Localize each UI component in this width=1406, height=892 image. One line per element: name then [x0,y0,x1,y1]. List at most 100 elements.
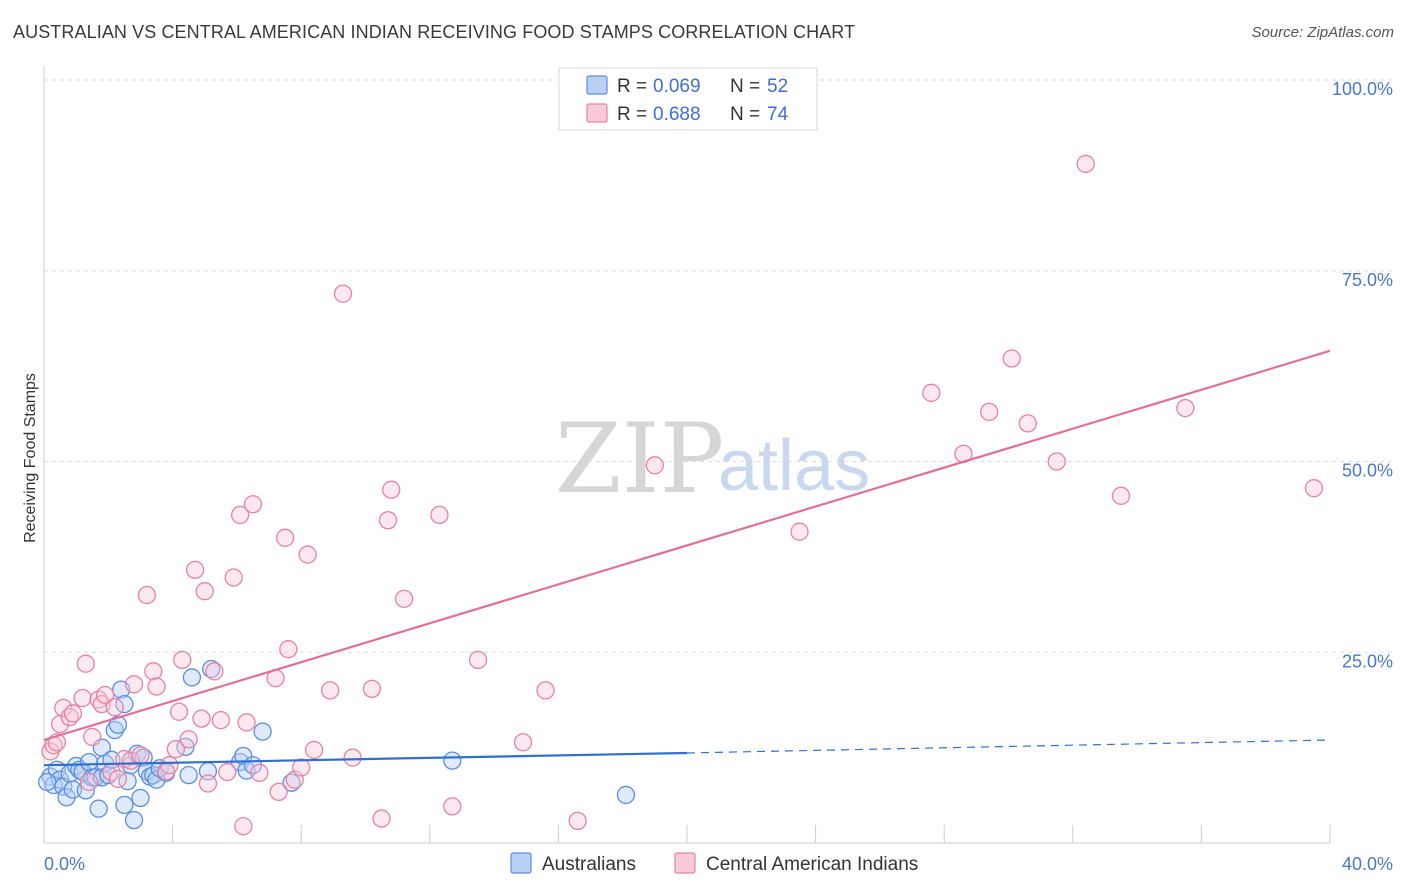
legend-r-label: R = [617,76,647,97]
data-point-australians [99,765,118,785]
data-point-central-american-indians [166,740,185,759]
data-point-central-american-indians [108,769,128,789]
data-point-australians [105,720,124,740]
data-point-australians [282,773,301,792]
data-point-central-american-indians [73,688,92,708]
data-point-central-american-indians [105,698,124,717]
legend-n-label: N = [730,104,760,125]
data-point-central-american-indians [394,589,414,608]
data-point-central-american-indians [147,677,166,696]
trend-line-australians-extension [686,739,1331,754]
data-point-central-american-indians [382,480,401,499]
data-point-central-american-indians [234,817,253,836]
data-point-central-american-indians [468,650,488,670]
chart-title: AUSTRALIAN VS CENTRAL AMERICAN INDIAN RE… [13,22,856,42]
top-legend: R = 0.069 N = 52 R = 0.688 N = 74 [558,67,818,131]
data-point-central-american-indians [131,746,150,765]
data-point-central-american-indians [237,713,256,732]
trend-line-central-american-indians [43,349,1331,742]
data-point-central-american-indians [275,528,295,547]
y-tick-label: 75.0% [1342,270,1393,290]
data-point-central-american-indians [63,704,83,723]
data-point-central-american-indians [333,284,353,303]
x-tick-label: 40.0% [1342,854,1393,874]
legend-r-value: 0.069 [653,76,701,97]
data-point-australians [179,765,198,785]
data-point-australians [443,751,462,770]
legend-swatch-pink [586,103,608,123]
data-point-central-american-indians [211,711,230,730]
data-point-australians [38,772,57,792]
data-point-central-american-indians [205,662,224,681]
data-point-central-american-indians [76,654,95,673]
source-credit: Source: ZipAtlas.com [1251,24,1394,41]
data-point-central-american-indians [121,751,140,770]
data-point-central-american-indians [645,456,664,475]
legend-n-label: N = [730,76,760,97]
data-point-australians [616,785,636,805]
y-tick-label: 100.0% [1332,79,1393,99]
data-point-central-american-indians [1047,452,1066,471]
data-point-central-american-indians [320,681,340,700]
data-point-central-american-indians [372,809,391,828]
data-point-central-american-indians [1176,398,1195,418]
bottom-legend: Australians Central American Indians [510,852,918,875]
data-point-central-american-indians [536,681,555,700]
data-point-australians [124,810,144,830]
data-point-central-american-indians [304,740,324,760]
trend-line-australians [43,751,688,767]
data-point-australians [202,659,221,679]
axes [43,66,1331,844]
data-point-central-american-indians [922,383,941,402]
legend-n-value: 74 [767,104,789,125]
data-point-australians [131,788,150,808]
data-point-australians [63,780,83,799]
data-point-central-american-indians [195,582,214,601]
data-point-central-american-indians [343,748,362,767]
data-point-central-american-indians [269,782,288,802]
data-point-australians [253,722,272,741]
legend-n-value: 52 [767,76,788,97]
data-point-australians [182,668,202,687]
data-point-central-american-indians [250,763,269,782]
data-point-central-american-indians [169,702,189,721]
data-point-central-american-indians [54,698,73,718]
data-point-central-american-indians [160,756,179,775]
data-point-central-american-indians [224,568,243,587]
data-point-central-american-indians [279,640,298,659]
data-point-central-american-indians [292,758,311,777]
y-axis-label: Receiving Food Stamps [22,373,39,543]
data-point-central-american-indians [198,774,218,793]
x-tick-label: 0.0% [44,854,85,874]
data-point-central-american-indians [185,560,205,579]
data-point-central-american-indians [173,650,192,670]
legend-swatch-blue [586,75,608,95]
bottom-legend-central-american-indians: Central American Indians [706,854,918,875]
data-point-central-american-indians [83,727,102,747]
data-point-central-american-indians [137,585,157,605]
data-point-central-american-indians [568,811,587,831]
trend-lines [43,349,1331,767]
data-point-australians [115,795,134,814]
data-point-australians [108,715,128,734]
data-point-central-american-indians [790,522,809,541]
data-point-central-american-indians [1111,486,1131,505]
data-point-central-american-indians [230,505,250,525]
y-tick-label: 25.0% [1342,651,1393,671]
data-point-central-american-indians [430,505,449,525]
data-point-central-american-indians [378,511,398,530]
legend-r-label: R = [617,104,647,125]
y-tick-label: 50.0% [1342,461,1393,481]
data-point-central-american-indians [1304,479,1324,498]
bottom-legend-swatch-central-american-indians [674,852,696,874]
data-point-central-american-indians [124,675,144,694]
data-point-australians [79,752,99,772]
grid-lines [44,79,1392,653]
watermark-zip: ZIP [555,403,724,515]
data-point-australians [89,799,108,818]
tick-labels: 25.0% 50.0% 75.0% 100.0% 0.0% 40.0% [44,79,1393,874]
bottom-legend-australians: Australians [542,854,636,875]
data-point-central-american-indians [179,730,198,749]
data-point-central-american-indians [980,402,999,422]
